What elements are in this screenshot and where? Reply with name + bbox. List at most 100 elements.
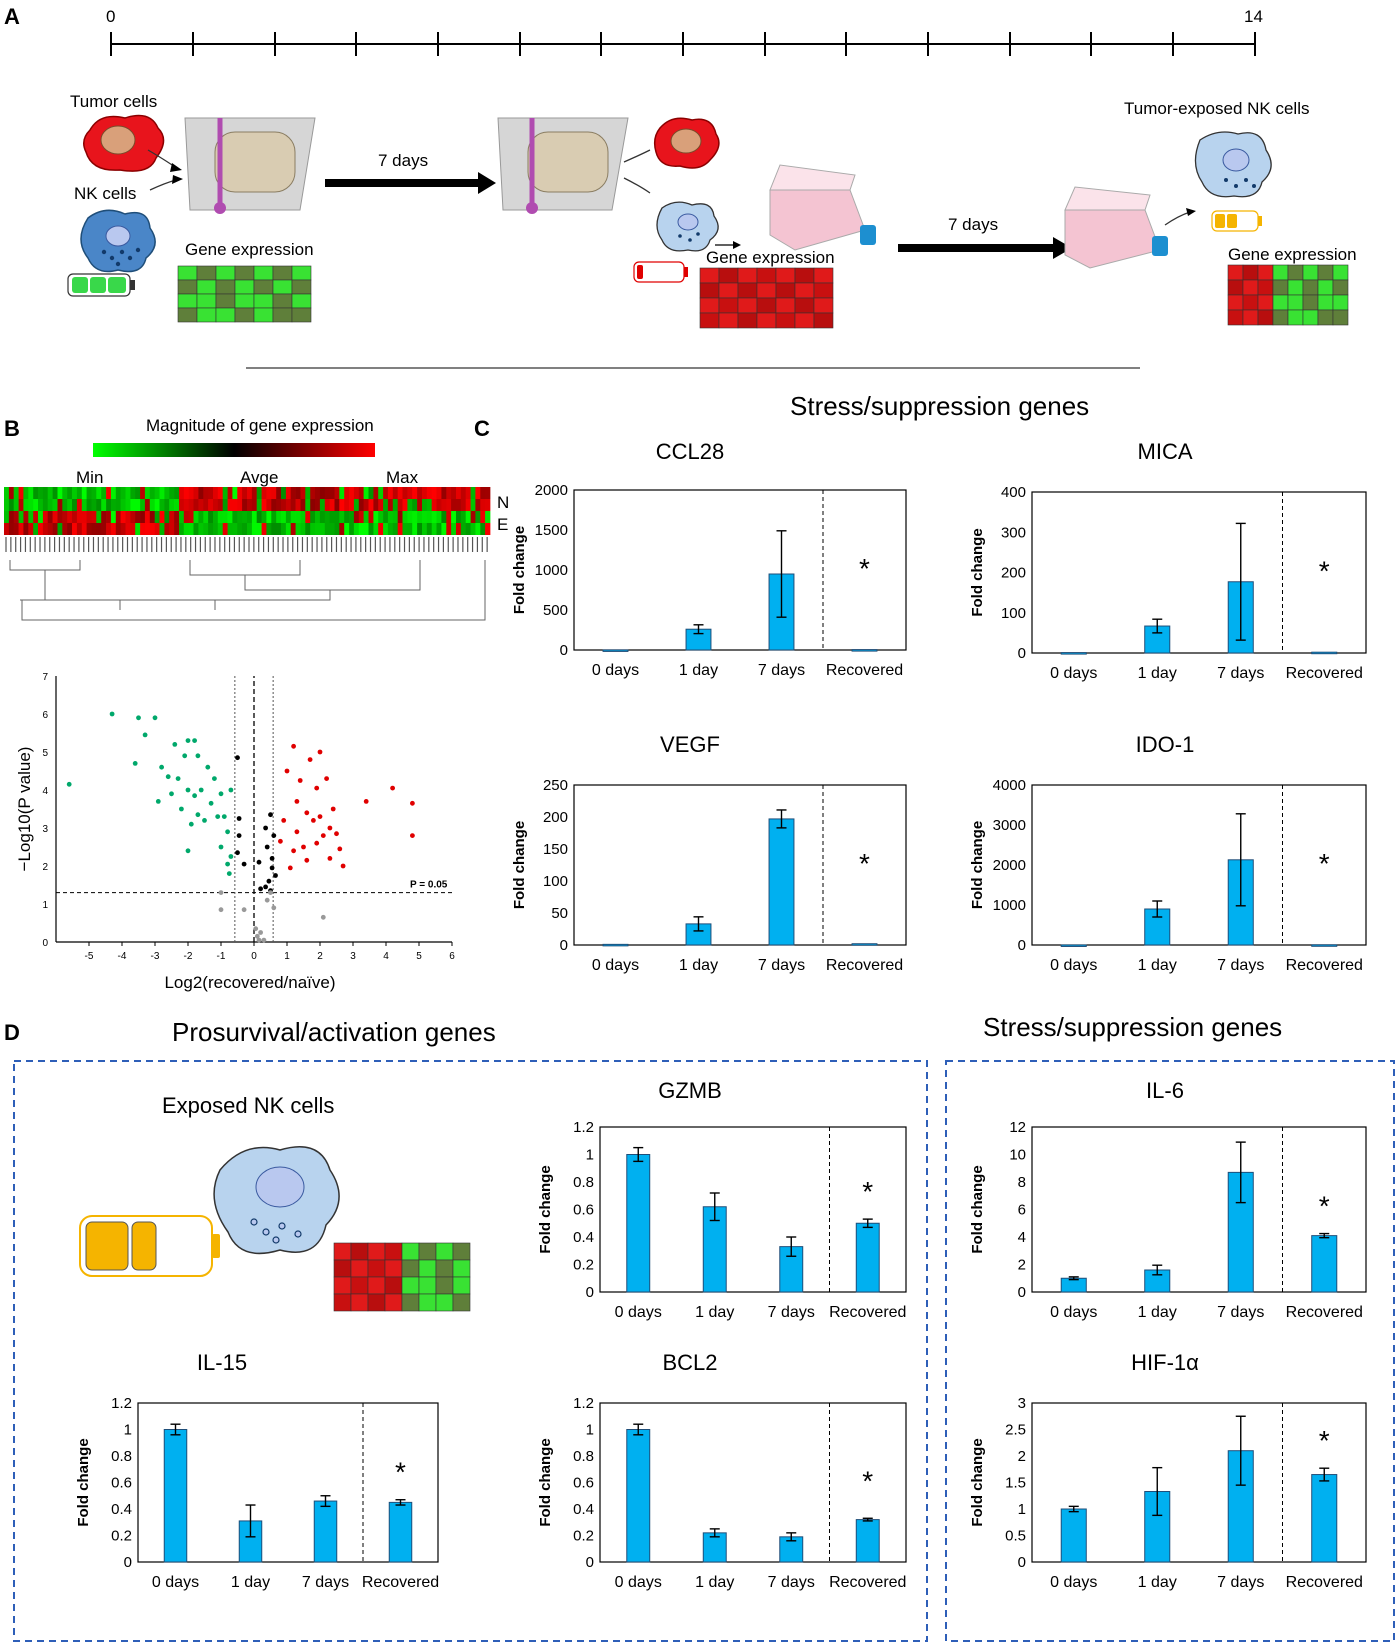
heatmap-cell — [52, 487, 58, 499]
heatmap-cell — [417, 499, 423, 511]
volcano-point-nonsignificant — [256, 937, 262, 943]
heatmap-cell — [91, 487, 97, 499]
volcano-point-down — [66, 781, 72, 787]
arrow-head-icon — [478, 172, 496, 194]
x-category-label: 0 days — [615, 1304, 662, 1321]
bar — [626, 1429, 651, 1563]
volcano-point-nonsignificant — [320, 914, 326, 920]
y-tick-label: 3 — [42, 824, 48, 835]
heatmap-cell — [4, 511, 10, 523]
gene-heatmap — [4, 487, 491, 552]
bar — [1311, 651, 1338, 655]
bar — [602, 943, 629, 947]
volcano-point-down — [228, 854, 234, 859]
volcano-point-down — [172, 742, 178, 747]
heatmap-cell — [281, 511, 287, 523]
volcano-point-small-change — [263, 884, 268, 890]
heatmap-cell — [237, 511, 243, 523]
y-tick-label: 0 — [1018, 937, 1026, 954]
x-tick-label: -2 — [184, 951, 193, 962]
heatmap-cell — [81, 487, 88, 499]
heatmap-cell — [18, 487, 24, 499]
plot-frame — [1031, 1402, 1367, 1563]
x-category-label: 7 days — [1217, 957, 1264, 974]
x-category-label: 7 days — [768, 1574, 815, 1591]
volcano-point-small-change — [263, 825, 268, 831]
heatmap-cell — [475, 523, 481, 535]
bar-chart-ccl28: CCL28 0 500 1000 1500 2000 Fold change 0 days 1 … — [511, 439, 907, 679]
heatmap-cell — [222, 511, 228, 523]
heatmap-cell — [198, 511, 204, 523]
heatmap-cell — [38, 511, 44, 523]
heatmap-cell — [349, 499, 355, 511]
x-category-label: Recovered — [826, 957, 903, 974]
heatmap-cell — [154, 487, 160, 499]
heatmap-cell — [344, 523, 350, 535]
tumor-cells-label: Tumor cells — [70, 92, 157, 111]
heatmap-cell — [378, 487, 384, 499]
y-axis-label: Fold change — [511, 821, 528, 909]
heatmap-cell — [242, 523, 248, 535]
volcano-point-down — [226, 871, 232, 876]
y-tick-label: 4000 — [993, 777, 1026, 794]
heatmap-cell — [441, 499, 447, 511]
heatmap-cell — [237, 487, 243, 499]
heatmap-cell — [115, 523, 122, 535]
y-tick-label: 0 — [1018, 645, 1026, 662]
y-tick-label: 0 — [124, 1554, 132, 1571]
y-tick-label: 0.2 — [573, 1257, 594, 1274]
bar — [626, 1154, 651, 1293]
y-axis-label: Fold change — [75, 1438, 92, 1526]
nk-granules-icon — [678, 232, 700, 242]
x-category-label: Recovered — [1286, 1304, 1363, 1321]
heatmap-cell — [110, 487, 117, 499]
heatmap-cell — [91, 523, 97, 535]
chart-title: IL-15 — [197, 1350, 247, 1375]
panel-d-header-right: Stress/suppression genes — [983, 1012, 1282, 1042]
chart-title: IDO-1 — [1136, 732, 1195, 757]
heatmap-cell — [271, 487, 277, 499]
heatmap-cell — [33, 511, 39, 523]
bar — [1311, 1474, 1338, 1563]
heatmap-cell — [465, 523, 471, 535]
heatmap-cell — [368, 511, 374, 523]
plot-frame — [573, 784, 907, 946]
volcano-point-down — [185, 738, 191, 743]
volcano-point-small-change — [236, 816, 242, 821]
y-tick-label: 1000 — [535, 562, 568, 579]
heatmap-cell — [91, 499, 97, 511]
heatmap-cell — [164, 511, 170, 523]
heatmap-cell — [363, 511, 369, 523]
plot-frame — [137, 1402, 439, 1563]
volcano-point-up — [363, 799, 369, 804]
dashed-box-right — [945, 1060, 1395, 1642]
heatmap-cell — [232, 487, 238, 499]
heatmap-cell — [232, 523, 238, 535]
nk-nucleus-icon — [255, 1166, 305, 1208]
bar-chart-ido-1: IDO-1 0 1000 2000 3000 4000 Fold change 0 days 1… — [969, 732, 1367, 974]
heatmap-cell — [310, 511, 316, 523]
y-tick-label: 0.8 — [573, 1448, 594, 1465]
heatmap-cell — [387, 523, 394, 535]
heatmap-cell — [460, 487, 467, 499]
tumor-nucleus-icon — [100, 125, 136, 155]
heatmap-cell — [47, 487, 53, 499]
volcano-point-nonsignificant — [218, 890, 224, 895]
heatmap-cell — [475, 487, 481, 499]
heatmap-cell — [203, 487, 209, 499]
heatmap-cell — [38, 499, 44, 511]
heatmap-cell — [310, 523, 316, 535]
heatmap-cell — [436, 511, 442, 523]
heatmap-cell — [125, 499, 131, 511]
panel-d: D Prosurvival/activation genes Stress/su… — [4, 1012, 1395, 1642]
heatmap-cell — [470, 523, 476, 535]
heatmap-cell — [28, 487, 34, 499]
heatmap-cell — [42, 523, 49, 535]
heatmap-cell — [208, 523, 214, 535]
heatmap-cell — [213, 499, 219, 511]
nk-nucleus-icon — [1222, 148, 1250, 172]
volcano-point-up — [330, 806, 336, 812]
heatmap-cell — [334, 487, 340, 499]
heatmap-cell — [125, 487, 131, 499]
heatmap-cell — [407, 499, 413, 511]
